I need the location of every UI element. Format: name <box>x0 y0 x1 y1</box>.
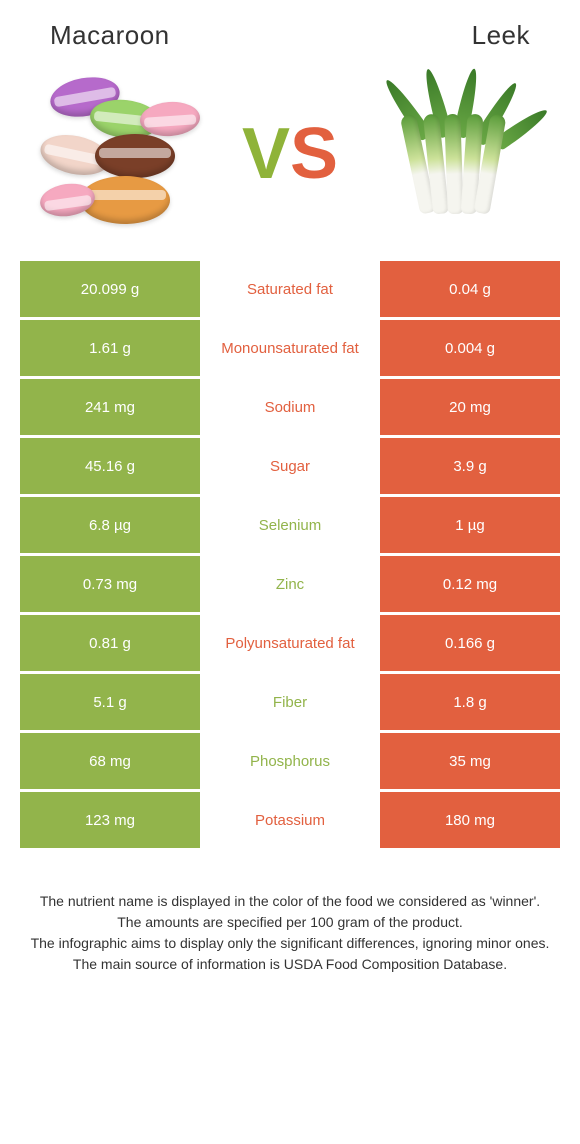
left-value: 0.81 g <box>20 615 200 671</box>
title-left: Macaroon <box>50 20 170 51</box>
nutrient-label: Phosphorus <box>200 733 380 789</box>
table-row: 6.8 µgSelenium1 µg <box>20 497 560 553</box>
infographic-container: Macaroon Leek VS <box>0 0 580 1005</box>
image-row: VS <box>0 61 580 261</box>
title-right: Leek <box>472 20 530 51</box>
left-value: 45.16 g <box>20 438 200 494</box>
macaroon-icon <box>40 74 210 234</box>
right-value: 0.12 mg <box>380 556 560 612</box>
right-value: 0.166 g <box>380 615 560 671</box>
nutrient-label: Fiber <box>200 674 380 730</box>
nutrient-label: Saturated fat <box>200 261 380 317</box>
nutrient-label: Monounsaturated fat <box>200 320 380 376</box>
right-value: 1 µg <box>380 497 560 553</box>
vs-s: S <box>290 114 338 194</box>
table-row: 241 mgSodium20 mg <box>20 379 560 435</box>
table-row: 0.73 mgZinc0.12 mg <box>20 556 560 612</box>
table-row: 45.16 gSugar3.9 g <box>20 438 560 494</box>
left-value: 123 mg <box>20 792 200 848</box>
left-value: 68 mg <box>20 733 200 789</box>
nutrient-label: Potassium <box>200 792 380 848</box>
nutrient-label: Selenium <box>200 497 380 553</box>
footer-line: The amounts are specified per 100 gram o… <box>30 912 550 933</box>
nutrient-label: Sugar <box>200 438 380 494</box>
right-value: 0.04 g <box>380 261 560 317</box>
header: Macaroon Leek <box>0 0 580 61</box>
table-row: 123 mgPotassium180 mg <box>20 792 560 848</box>
left-value: 241 mg <box>20 379 200 435</box>
vs-v: V <box>242 114 290 194</box>
leek-image <box>370 74 540 234</box>
nutrient-label: Sodium <box>200 379 380 435</box>
right-value: 180 mg <box>380 792 560 848</box>
footer-notes: The nutrient name is displayed in the co… <box>0 851 580 1005</box>
right-value: 1.8 g <box>380 674 560 730</box>
nutrient-label: Polyunsaturated fat <box>200 615 380 671</box>
table-row: 0.81 gPolyunsaturated fat0.166 g <box>20 615 560 671</box>
vs-label: VS <box>242 118 338 190</box>
footer-line: The infographic aims to display only the… <box>30 933 550 954</box>
left-value: 6.8 µg <box>20 497 200 553</box>
table-row: 68 mgPhosphorus35 mg <box>20 733 560 789</box>
right-value: 0.004 g <box>380 320 560 376</box>
left-value: 20.099 g <box>20 261 200 317</box>
left-value: 5.1 g <box>20 674 200 730</box>
left-value: 0.73 mg <box>20 556 200 612</box>
macaroon-image <box>40 74 210 234</box>
table-row: 1.61 gMonounsaturated fat0.004 g <box>20 320 560 376</box>
nutrition-table: 20.099 gSaturated fat0.04 g1.61 gMonouns… <box>0 261 580 848</box>
right-value: 3.9 g <box>380 438 560 494</box>
footer-line: The nutrient name is displayed in the co… <box>30 891 550 912</box>
left-value: 1.61 g <box>20 320 200 376</box>
leek-icon <box>370 74 540 234</box>
table-row: 5.1 gFiber1.8 g <box>20 674 560 730</box>
right-value: 35 mg <box>380 733 560 789</box>
footer-line: The main source of information is USDA F… <box>30 954 550 975</box>
right-value: 20 mg <box>380 379 560 435</box>
nutrient-label: Zinc <box>200 556 380 612</box>
table-row: 20.099 gSaturated fat0.04 g <box>20 261 560 317</box>
